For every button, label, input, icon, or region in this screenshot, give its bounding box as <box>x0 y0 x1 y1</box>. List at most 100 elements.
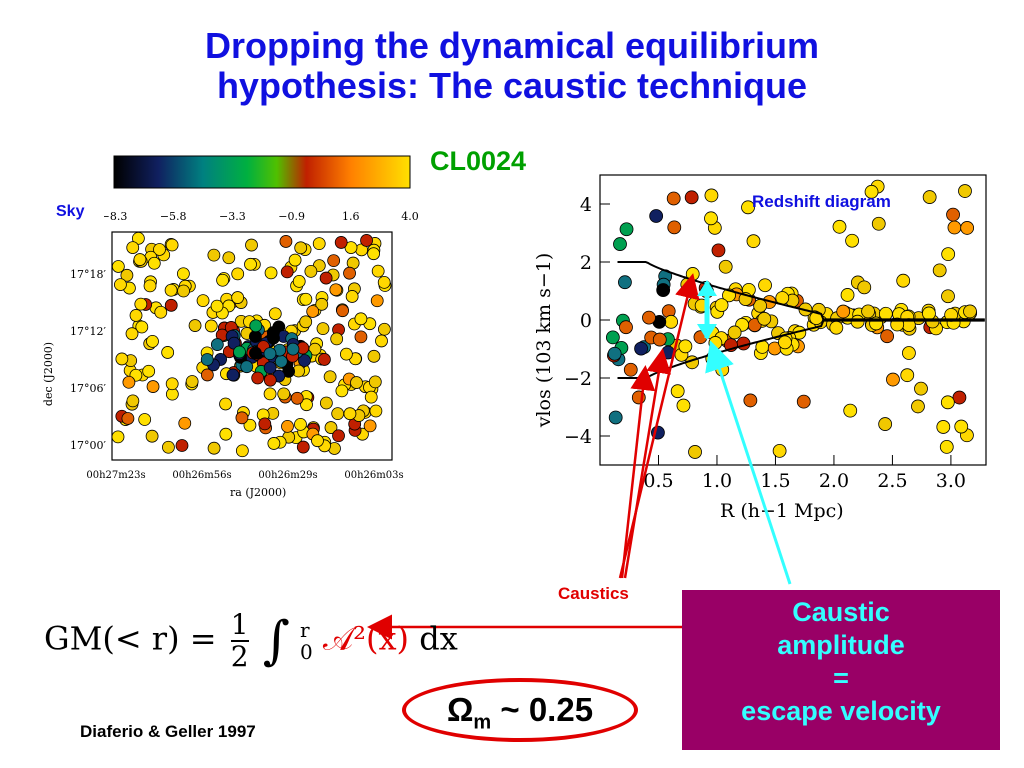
sky-point <box>135 320 149 334</box>
sky-point <box>354 330 368 344</box>
colorbar: −8.3 −5.8 −3.3 −0.9 1.6 4.0 <box>104 155 419 223</box>
redshift-point <box>704 188 719 203</box>
title-line-2: hypothesis: The caustic technique <box>216 65 808 106</box>
box-line-1: Caustic <box>792 597 890 627</box>
redshift-point <box>922 190 937 204</box>
sky-point <box>306 305 320 318</box>
redshift-plot: 4 2 0 −2 −4 0.5 1.0 1.5 2.0 2.5 3.0 vlos (103 km s… <box>533 174 987 522</box>
sky-point <box>204 319 218 333</box>
sky-point <box>240 360 254 374</box>
sky-ytick: 17°00′ <box>70 439 106 452</box>
sky-point <box>161 346 175 359</box>
redshift-point <box>878 417 893 431</box>
sky-point <box>219 427 233 441</box>
redshift-point <box>656 283 671 297</box>
sky-ytick: 17°18′ <box>70 268 106 281</box>
formula-lhs: GM(< r) = <box>44 619 217 658</box>
sky-point <box>288 253 302 267</box>
sky-point <box>115 352 129 366</box>
redshift-point <box>832 219 847 234</box>
sky-point <box>343 407 357 421</box>
redshift-point <box>649 209 664 223</box>
sky-point <box>367 247 380 261</box>
colorbar-gradient <box>113 155 411 189</box>
sky-point <box>210 299 224 313</box>
redshift-point <box>704 211 718 226</box>
redshift-point <box>932 263 947 278</box>
integral-upper: r <box>300 618 310 642</box>
redshift-point <box>952 390 967 405</box>
sky-point <box>249 319 263 333</box>
sky-point <box>258 417 272 431</box>
sky-xtick: 00h27m23s <box>86 470 145 481</box>
caustic-amplitude-box: Caustic amplitude = escape velocity <box>682 590 1000 750</box>
colorbar-tick: −0.9 <box>278 210 305 223</box>
redshift-point <box>670 384 685 399</box>
redshift-point <box>613 237 627 251</box>
redshift-xtick: 0.5 <box>643 470 673 492</box>
redshift-point <box>946 207 960 222</box>
redshift-point <box>864 184 879 199</box>
sky-point <box>154 305 168 319</box>
sky-point <box>370 294 384 308</box>
redshift-point <box>688 445 702 459</box>
redshift-point <box>914 381 928 396</box>
redshift-point <box>963 304 977 319</box>
sky-point <box>226 368 240 382</box>
sky-point <box>125 327 139 341</box>
sky-point <box>222 251 236 265</box>
sky-point <box>231 267 245 281</box>
redshift-diagram-title: Redshift diagram <box>752 192 891 211</box>
redshift-point <box>718 259 733 274</box>
sky-point <box>243 418 257 432</box>
sky-point <box>233 345 246 359</box>
redshift-point <box>861 304 875 319</box>
sky-point <box>178 416 192 430</box>
sky-point <box>323 370 337 384</box>
sky-point <box>126 394 140 408</box>
colorbar-tick: −3.3 <box>219 210 246 223</box>
formula-numerator: 1 <box>230 608 249 642</box>
sky-point <box>216 273 230 287</box>
cluster-name: CL0024 <box>430 146 527 176</box>
sky-xtick: 00h26m56s <box>172 470 231 481</box>
sky-point <box>146 334 159 348</box>
sky-point <box>279 235 293 248</box>
box-line-4: escape velocity <box>741 696 941 726</box>
sky-point <box>319 271 333 285</box>
sky-point <box>367 349 381 363</box>
redshift-ytick: −4 <box>564 426 592 448</box>
redshift-point <box>711 243 726 258</box>
sky-point <box>176 267 190 281</box>
redshift-point <box>796 394 811 409</box>
redshift-point <box>941 247 956 262</box>
sky-point <box>354 312 368 326</box>
sky-point <box>332 429 345 443</box>
sky-point <box>311 434 324 448</box>
integral-sign: ∫ <box>262 611 290 671</box>
redshift-point <box>960 221 975 235</box>
sky-point <box>231 291 245 304</box>
sky-point <box>185 375 199 388</box>
redshift-point <box>607 346 622 361</box>
mass-formula: GM(< r) = 1 2 ∫ r 0 𝒜²(x) dx <box>44 610 458 672</box>
sky-point <box>153 243 166 256</box>
box-line-3: = <box>833 663 849 693</box>
sky-point <box>131 231 145 245</box>
redshift-point <box>900 368 915 383</box>
sky-point <box>111 430 125 444</box>
box-line-2: amplitude <box>777 630 905 660</box>
caustic-arrow-lower <box>620 365 656 579</box>
colorbar-tick: −8.3 <box>104 210 127 223</box>
sky-point <box>114 278 127 292</box>
redshift-ytick: 4 <box>580 194 592 216</box>
sky-point <box>377 275 391 289</box>
sky-point <box>121 412 135 425</box>
redshift-xtick: 2.0 <box>819 470 849 492</box>
redshift-point <box>836 304 851 319</box>
redshift-ytick: −2 <box>564 368 592 390</box>
sky-xtick: 00h26m03s <box>344 470 403 481</box>
sky-point <box>126 241 140 254</box>
sky-point <box>177 284 190 298</box>
sky-point <box>299 315 313 329</box>
